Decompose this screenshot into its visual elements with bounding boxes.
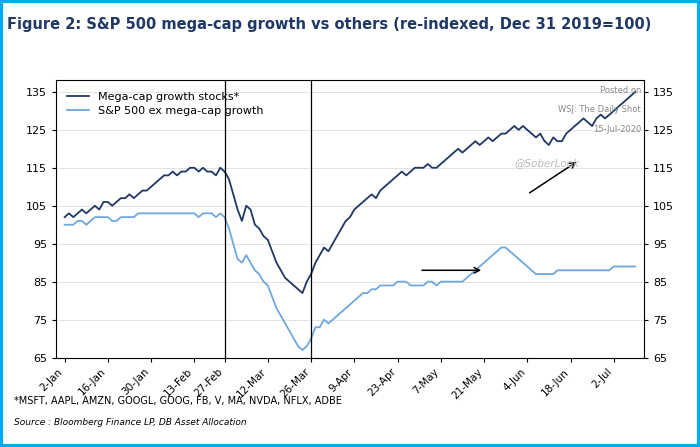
Text: Source : Bloomberg Finance LP, DB Asset Allocation: Source : Bloomberg Finance LP, DB Asset … — [14, 418, 246, 427]
Mega-cap growth stocks* — [614, 104, 622, 110]
Mega-cap growth stocks* — [424, 161, 432, 167]
Mega-cap growth stocks* — [60, 215, 69, 220]
Text: Figure 2: S&P 500 mega-cap growth vs others (re-indexed, Dec 31 2019=100): Figure 2: S&P 500 mega-cap growth vs oth… — [7, 17, 652, 32]
S&P 500 ex mega-cap growth — [463, 275, 471, 281]
S&P 500 ex mega-cap growth — [428, 279, 436, 284]
Line: Mega-cap growth stocks*: Mega-cap growth stocks* — [64, 92, 636, 293]
S&P 500 ex mega-cap growth — [618, 264, 626, 269]
Text: @SoberLook: @SoberLook — [514, 158, 580, 168]
S&P 500 ex mega-cap growth — [298, 347, 307, 353]
S&P 500 ex mega-cap growth — [99, 215, 108, 220]
Mega-cap growth stocks* — [601, 116, 609, 121]
Text: Posted on: Posted on — [600, 86, 641, 95]
Line: S&P 500 ex mega-cap growth: S&P 500 ex mega-cap growth — [64, 213, 636, 350]
Legend: Mega-cap growth stocks*, S&P 500 ex mega-cap growth: Mega-cap growth stocks*, S&P 500 ex mega… — [62, 86, 270, 122]
S&P 500 ex mega-cap growth — [445, 279, 454, 284]
Text: *MSFT, AAPL, AMZN, GOOGL, GOOG, FB, V, MA, NVDA, NFLX, ADBE: *MSFT, AAPL, AMZN, GOOGL, GOOG, FB, V, M… — [14, 396, 342, 405]
S&P 500 ex mega-cap growth — [60, 222, 69, 228]
Mega-cap growth stocks* — [441, 157, 449, 163]
S&P 500 ex mega-cap growth — [134, 211, 142, 216]
Text: WSJ: The Daily Shot: WSJ: The Daily Shot — [559, 105, 641, 114]
Text: 15-Jul-2020: 15-Jul-2020 — [593, 125, 641, 134]
Mega-cap growth stocks* — [458, 150, 467, 155]
S&P 500 ex mega-cap growth — [631, 264, 640, 269]
S&P 500 ex mega-cap growth — [606, 268, 614, 273]
Mega-cap growth stocks* — [631, 89, 640, 94]
Mega-cap growth stocks* — [99, 199, 108, 205]
Mega-cap growth stocks* — [298, 291, 307, 296]
